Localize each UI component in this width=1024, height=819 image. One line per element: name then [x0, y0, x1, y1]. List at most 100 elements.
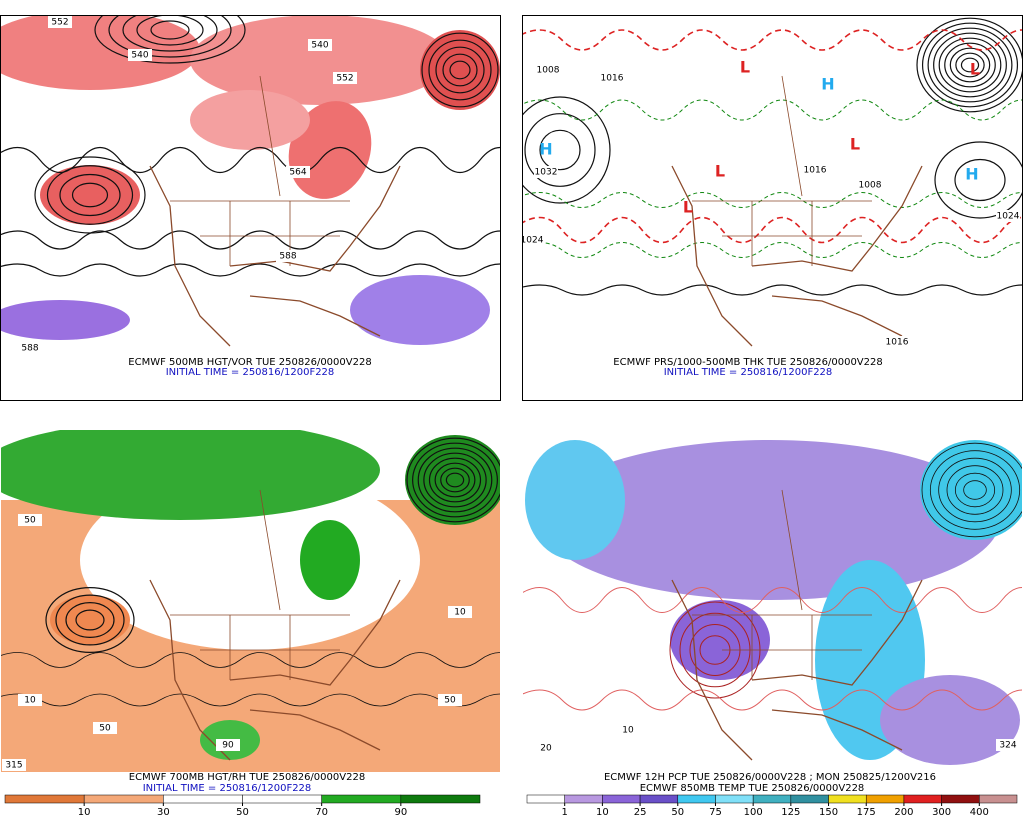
contour-label: 50	[444, 696, 456, 706]
contour	[94, 16, 246, 64]
colorbar-segment	[242, 794, 322, 804]
contour	[108, 16, 232, 58]
contour-label: 90	[222, 741, 234, 751]
label-bg	[276, 250, 300, 262]
contour-label: 50	[99, 724, 111, 734]
shaded-area	[420, 30, 500, 110]
colorbar-segment	[564, 794, 603, 804]
colorbar-segment	[4, 794, 85, 804]
label-bg	[534, 166, 558, 178]
colorbar-label: 30	[157, 807, 170, 818]
contour	[1, 652, 500, 668]
colorbar-label: 150	[819, 807, 838, 818]
shaded-area	[880, 675, 1020, 765]
contour	[46, 165, 134, 225]
contour	[1, 230, 500, 250]
colorbar-label: 10	[596, 807, 609, 818]
contour-label: 588	[279, 252, 296, 262]
contour	[71, 182, 109, 208]
colorbar-label: 1	[562, 807, 568, 818]
contour-label: 50	[24, 516, 36, 526]
colorbar-segment	[83, 794, 164, 804]
contour	[75, 609, 105, 631]
contour	[428, 39, 492, 101]
shaded-area	[1, 300, 130, 340]
contour	[136, 16, 204, 46]
contour-label: 552	[336, 74, 353, 84]
contour-label: 1016	[886, 338, 909, 348]
contour	[412, 442, 498, 518]
contour	[417, 447, 493, 513]
borders	[692, 489, 872, 680]
shaded-area	[920, 440, 1022, 540]
contour-label: 315	[5, 761, 22, 771]
caption: ECMWF 12H PCP TUE 250826/0000V228 ; MON …	[604, 772, 936, 783]
contour	[435, 46, 485, 94]
label-bg	[448, 606, 472, 618]
colorbar-segment	[715, 794, 754, 804]
contour	[946, 465, 1004, 515]
contour	[954, 158, 1006, 202]
contour-label: 10	[622, 726, 634, 736]
shaded-area	[1, 430, 380, 520]
contour	[960, 57, 980, 73]
label-bg	[18, 694, 42, 706]
contour-label: 324	[999, 741, 1016, 751]
contour	[421, 32, 499, 108]
contour	[442, 53, 478, 87]
colorbar-label: 400	[970, 807, 989, 818]
map-humidity: 50 10 50 10 90 50 315	[1, 430, 500, 772]
colorbar-segment	[639, 794, 679, 804]
shaded-area	[40, 165, 140, 225]
colorbar-segment	[941, 794, 980, 804]
colorbar-segment	[790, 794, 829, 804]
initial-time: INITIAL TIME = 250816/1200F228	[166, 367, 335, 378]
contour-label: 10	[24, 696, 36, 706]
borders	[692, 75, 872, 266]
contour-label: 1024	[997, 212, 1020, 222]
label-bg	[438, 694, 462, 706]
label-bg	[18, 514, 42, 526]
colorbar-segment	[321, 794, 402, 804]
contour	[921, 442, 1022, 538]
contour	[539, 129, 581, 171]
contour-label: 1032	[535, 168, 558, 178]
contour-label: 564	[289, 168, 306, 178]
colorbar-segment	[400, 794, 481, 804]
colorbar-segment	[163, 794, 243, 804]
initial-time: INITIAL TIME = 250816/1200F228	[143, 783, 312, 794]
caption: ECMWF 700MB HGT/RH TUE 250826/0000V228	[129, 772, 365, 783]
contour	[523, 96, 611, 204]
shaded-area	[190, 16, 450, 105]
contour-label: 1016	[804, 166, 827, 176]
coastline	[671, 165, 923, 347]
contour	[523, 99, 1022, 121]
low-marker: L	[683, 198, 693, 217]
contour	[59, 173, 121, 217]
colorbar-label: 75	[709, 807, 722, 818]
label-bg	[536, 64, 560, 76]
contour	[927, 27, 1013, 103]
colorbar-label: 50	[671, 807, 684, 818]
contour	[933, 32, 1007, 98]
map-pressure: 1008 1016 1032 1024 1016 1008 1024 1016 H H H L L L L L	[523, 17, 1022, 348]
low-marker: L	[850, 135, 860, 154]
high-marker: H	[821, 75, 834, 94]
label-bg	[616, 724, 640, 736]
contour-label: 1008	[859, 181, 882, 191]
contour	[65, 601, 115, 638]
colorbar-segment	[979, 794, 1018, 804]
label-bg	[996, 210, 1020, 222]
contour	[150, 20, 190, 40]
contour	[423, 452, 487, 508]
contour	[955, 52, 985, 78]
contour	[122, 16, 218, 52]
label-bg	[333, 72, 357, 84]
colorbar-label: 125	[781, 807, 800, 818]
contour	[944, 42, 996, 88]
contour-label: 552	[51, 18, 68, 28]
contour	[523, 689, 1022, 711]
contour-label: 20	[540, 744, 552, 754]
contour	[523, 587, 1022, 613]
